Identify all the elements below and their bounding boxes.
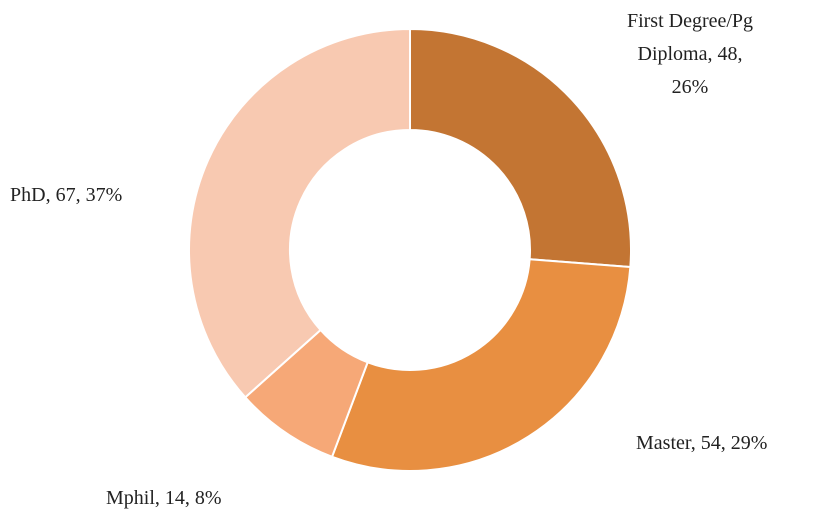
slice-label: PhD, 67, 37% bbox=[10, 184, 123, 206]
slice bbox=[409, 27, 632, 269]
slice bbox=[188, 27, 411, 399]
slice bbox=[330, 258, 632, 472]
slice-label: Master, 54, 29% bbox=[636, 432, 768, 454]
slice-label: Mphil, 14, 8% bbox=[106, 487, 222, 509]
slice-label: First Degree/Pg Diploma, 48, 26% bbox=[626, 10, 754, 98]
